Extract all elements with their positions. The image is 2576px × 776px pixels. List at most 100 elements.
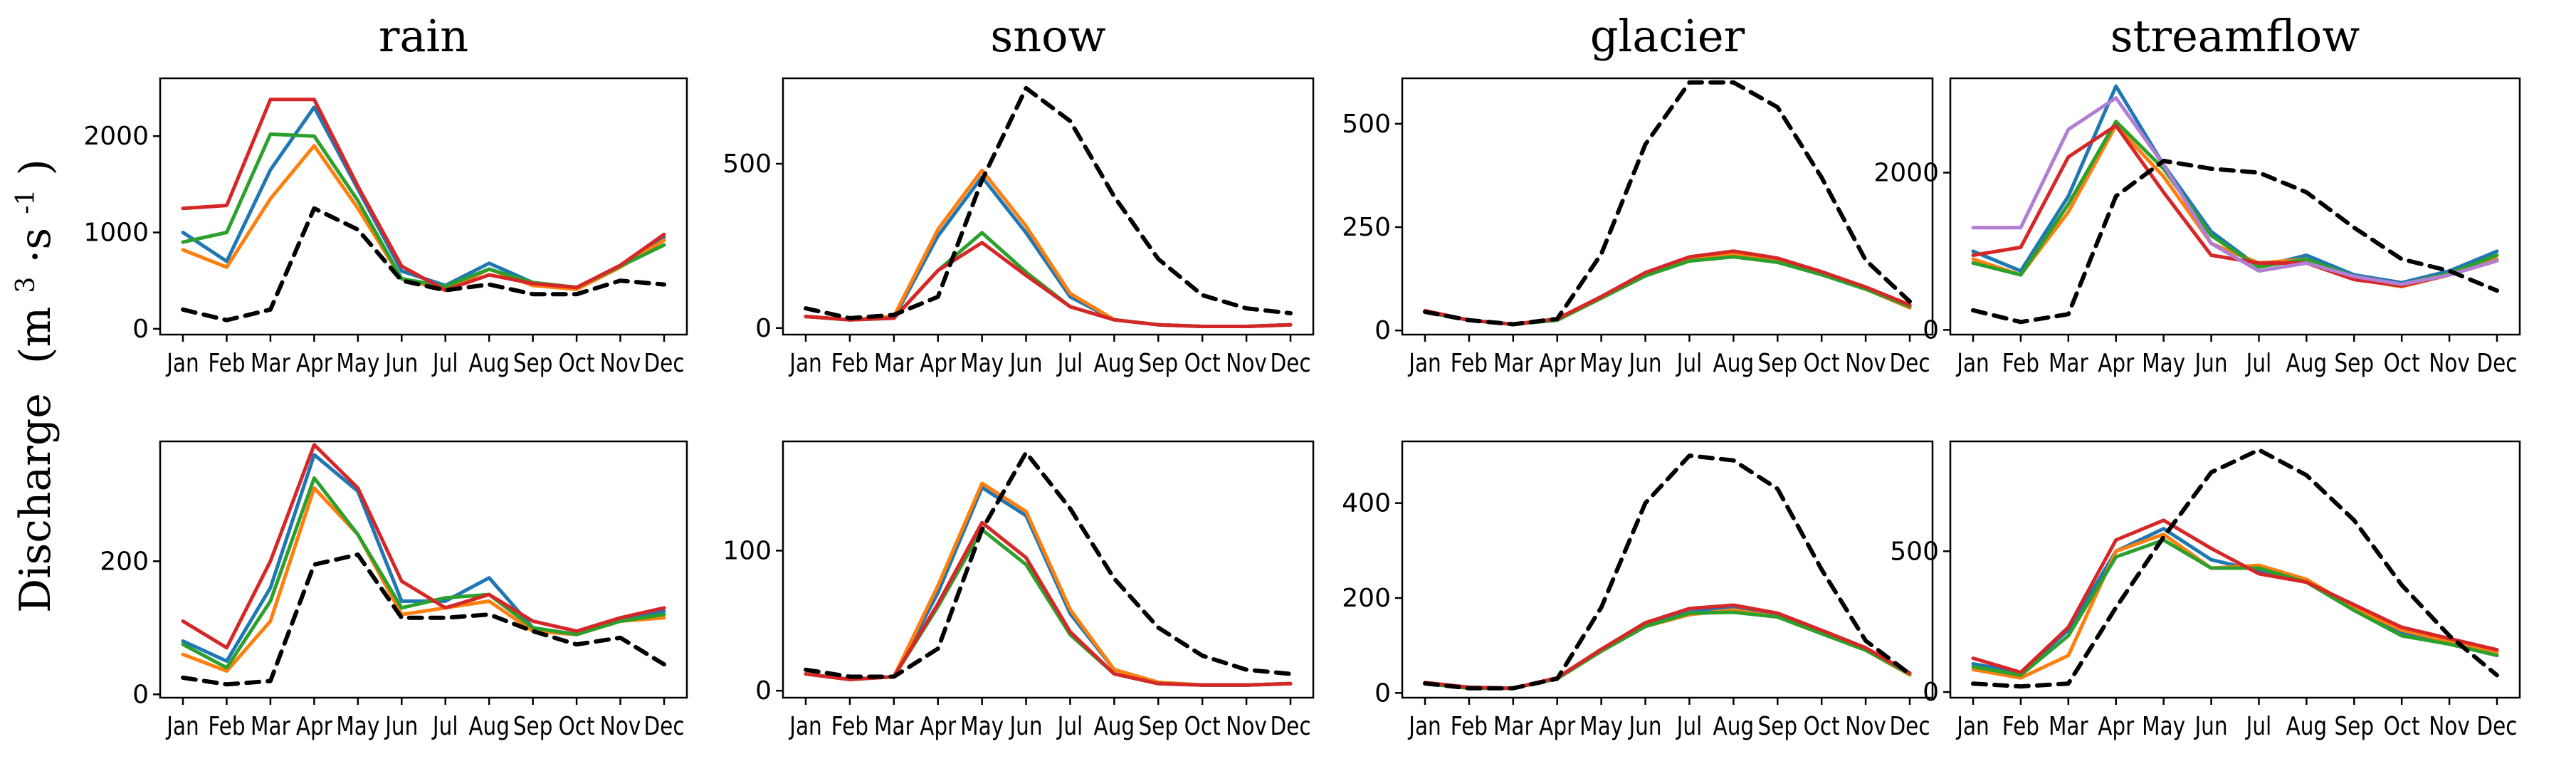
x-tick-label: Nov (2429, 347, 2470, 378)
x-tick-label: Oct (1804, 711, 1840, 741)
series-line-orange (181, 486, 666, 673)
x-tick-label: Apr (920, 347, 956, 378)
x-tick-label: Jan (788, 711, 821, 741)
series-line-dashed (1971, 447, 2499, 689)
y-tick-label: 0 (755, 676, 772, 706)
series-line-dashed (181, 552, 666, 687)
x-tick-label: Aug (1713, 711, 1755, 741)
series-line-green (181, 132, 666, 290)
y-tick-label: 200 (1342, 584, 1391, 613)
y-tick-label: 500 (1890, 537, 1939, 566)
plot-frame (1949, 440, 2521, 699)
x-tick-label: Feb (2002, 711, 2039, 741)
panel-1: snow 0 500 Jan Feb Mar Apr May Jun Jul Aug Sep Oct No… (722, 10, 1315, 378)
x-tick-label: Aug (1713, 347, 1755, 378)
series-line-dashed (1423, 453, 1912, 691)
x-tick-label: Feb (831, 711, 868, 741)
plot-frame (782, 440, 1315, 699)
y-tick-label: 0 (755, 314, 772, 343)
x-tick-label: Nov (600, 711, 641, 741)
series-line-green (1423, 255, 1912, 326)
series-line-red (1423, 603, 1912, 691)
y-tick-label: 0 (132, 680, 149, 709)
x-tick-label: Oct (559, 347, 595, 378)
x-tick-label: Jun (384, 711, 418, 741)
plot-frame (1949, 77, 2521, 336)
x-tick-label: Aug (2286, 711, 2328, 741)
series-line-blue (804, 486, 1293, 687)
y-tick-label: 0 (1374, 678, 1391, 708)
y-axis-label-unit-sup1: 3 (11, 277, 41, 293)
x-tick-label: Jul (2245, 711, 2271, 741)
x-tick-label: Feb (831, 347, 868, 378)
y-tick-label: 100 (722, 536, 772, 565)
series-line-orange (804, 481, 1293, 687)
x-tick-label: May (2142, 711, 2185, 741)
x-tick-label: Feb (208, 711, 245, 741)
x-tick-label: Mar (874, 347, 914, 378)
x-tick-label: Apr (296, 711, 332, 741)
x-tick-label: Sep (2334, 347, 2374, 378)
y-tick-label: 400 (1342, 489, 1391, 518)
x-tick-label: Jul (1056, 711, 1083, 741)
x-tick-label: Sep (1138, 347, 1178, 378)
series-line-red (1423, 249, 1912, 326)
x-tick-label: Oct (1184, 347, 1221, 378)
x-tick-label: Dec (1889, 711, 1930, 741)
x-tick-label: Dec (1270, 347, 1310, 378)
x-tick-label: Aug (468, 347, 510, 378)
series-line-orange (804, 168, 1293, 328)
x-tick-label: May (960, 711, 1004, 741)
series-line-green (181, 476, 666, 670)
x-tick-label: Mar (874, 711, 914, 741)
x-tick-label: Dec (2476, 711, 2517, 741)
x-tick-label: Oct (2384, 711, 2420, 741)
x-tick-label: Aug (2286, 347, 2328, 378)
x-tick-label: Apr (296, 347, 332, 378)
panel-title: snow (990, 10, 1105, 62)
y-tick-label: 0 (1374, 316, 1391, 345)
x-tick-label: Mar (251, 711, 290, 741)
y-tick-label: 500 (1342, 110, 1391, 139)
x-tick-label: Jan (1407, 711, 1441, 741)
series-line-dashed (1971, 159, 2499, 325)
x-tick-label: Nov (2429, 711, 2470, 741)
x-tick-label: Sep (1757, 347, 1797, 378)
x-tick-label: Apr (2098, 347, 2134, 378)
x-tick-label: May (1579, 347, 1623, 378)
x-tick-label: Jun (384, 347, 418, 378)
x-tick-label: Jul (2245, 347, 2271, 378)
x-tick-label: Aug (1094, 711, 1135, 741)
series-line-red (804, 520, 1293, 687)
x-tick-label: Sep (513, 711, 553, 741)
x-tick-label: Nov (1845, 711, 1886, 741)
x-tick-label: Jul (431, 347, 458, 378)
panel-title: rain (379, 10, 468, 62)
panel-4: 0 200 Jan Feb Mar Apr May Jun Jul Aug Sep Oct Nov Dec (100, 440, 688, 741)
y-axis-label-unit-mid: ·s (11, 228, 61, 263)
plot-frame (159, 440, 688, 699)
x-tick-label: May (336, 711, 379, 741)
x-tick-label: Mar (1493, 347, 1533, 378)
x-tick-label: Feb (1451, 347, 1488, 378)
x-tick-label: May (960, 347, 1004, 378)
x-tick-label: Nov (1845, 347, 1886, 378)
x-tick-label: Oct (1184, 711, 1221, 741)
y-axis-label-unit-close: ) (11, 159, 61, 175)
x-tick-label: Sep (1138, 711, 1178, 741)
series-line-green (1423, 610, 1912, 691)
y-tick-label: 200 (100, 547, 149, 576)
x-tick-label: Mar (1493, 711, 1533, 741)
x-tick-label: Jul (431, 711, 458, 741)
x-tick-label: Nov (1226, 711, 1267, 741)
x-tick-label: Jan (165, 347, 199, 378)
x-tick-label: May (2142, 347, 2185, 378)
x-tick-label: Apr (2098, 711, 2134, 741)
x-tick-label: Mar (251, 347, 290, 378)
series-line-red (181, 98, 666, 293)
y-tick-label: 1000 (83, 219, 149, 248)
x-tick-label: Jun (1009, 711, 1043, 741)
x-tick-label: Apr (920, 711, 956, 741)
